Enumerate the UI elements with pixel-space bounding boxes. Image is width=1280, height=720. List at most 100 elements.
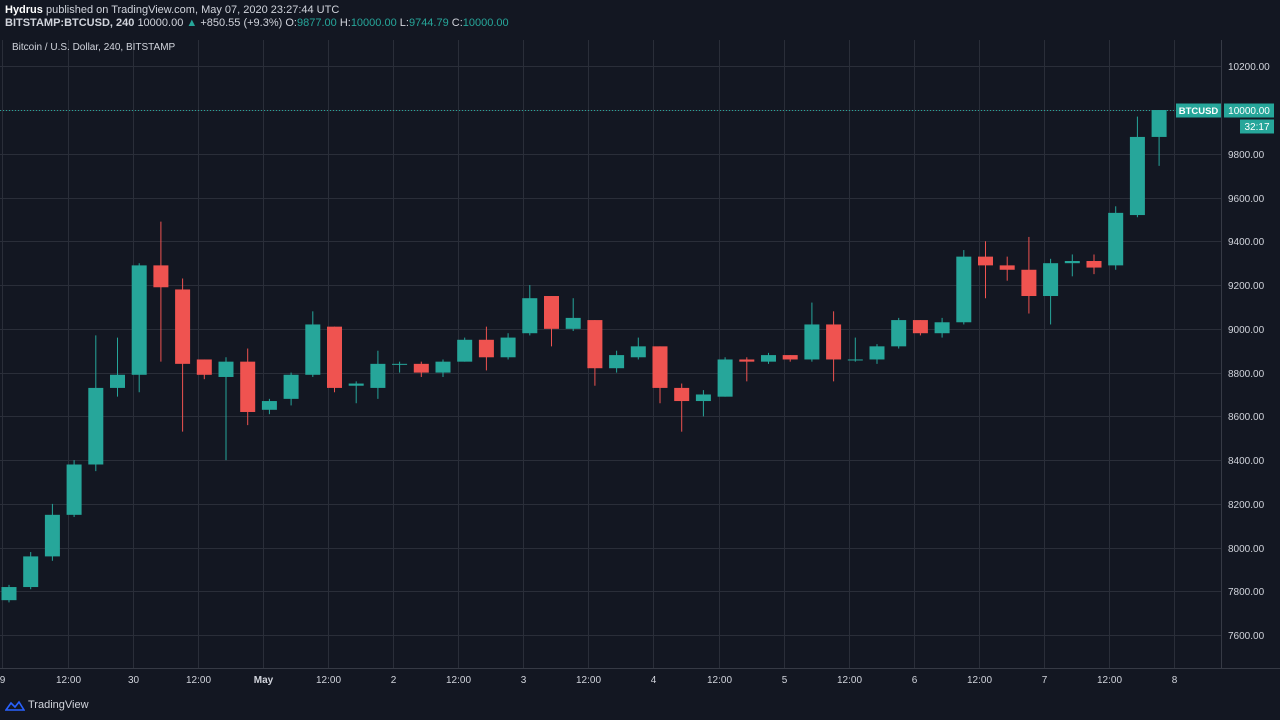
candle-body: [348, 383, 364, 386]
candle-body: [847, 359, 863, 361]
candle-body: [110, 374, 125, 388]
low-label: L:: [399, 17, 409, 29]
publish-info: Hydrus published on TradingView.com, May…: [5, 4, 339, 16]
x-tick-label: 12:00: [56, 675, 81, 686]
y-tick-label: 7800.00: [1228, 587, 1265, 598]
x-tick-label: 12:00: [446, 675, 471, 686]
candle-body: [370, 363, 386, 388]
candle-body: [1, 587, 17, 601]
candle-body: [305, 324, 321, 375]
symbol-tag: BTCUSD: [1179, 106, 1219, 117]
candle-body: [1129, 136, 1145, 216]
candle-body: [934, 322, 950, 334]
candle-body: [869, 346, 885, 360]
candle-body: [1086, 261, 1102, 268]
y-tick-label: 8600.00: [1228, 412, 1265, 423]
x-tick-label: 5: [782, 675, 788, 686]
candles: [1, 110, 1167, 603]
candle-body: [652, 346, 668, 388]
candle-body: [457, 339, 473, 362]
candle-body: [392, 363, 408, 365]
open-label: O:: [285, 17, 297, 29]
footer: TradingView: [0, 692, 1280, 720]
x-tick-label: May: [254, 675, 274, 686]
header-bar: Hydrus published on TradingView.com, May…: [0, 0, 1280, 40]
price-axis: 7600.00 7800.00 8000.00 8200.00 8400.00 8600.…: [1228, 62, 1270, 642]
x-tick-label: 12:00: [1097, 675, 1122, 686]
x-tick-label: 12:00: [576, 675, 601, 686]
candle-body: [283, 374, 299, 399]
candle-body: [413, 363, 429, 373]
candle-body: [500, 337, 516, 358]
x-tick-label: 7: [1042, 675, 1048, 686]
y-tick-label: 9400.00: [1228, 237, 1265, 248]
candle-body: [630, 346, 646, 358]
y-tick-label: 8400.00: [1228, 456, 1265, 467]
publish-text: published on TradingView.com, May 07, 20…: [42, 4, 340, 16]
price-tag-value: 10000.00: [1228, 106, 1270, 117]
y-tick-label: 7600.00: [1228, 631, 1265, 642]
high-label: H:: [339, 17, 351, 29]
candle-body: [912, 320, 928, 334]
candle-body: [804, 324, 820, 360]
symbol-tag-bg: [1176, 103, 1221, 118]
low-value: 9744.79: [408, 17, 449, 29]
candle-body: [609, 355, 625, 369]
close-value: 10000.00: [462, 17, 509, 29]
candle-body: [565, 317, 581, 329]
y-tick-label: 9800.00: [1228, 150, 1265, 161]
price-tag-bg: [1224, 103, 1274, 118]
x-tick-label: 12:00: [316, 675, 341, 686]
x-tick-label: 3: [521, 675, 527, 686]
candle-body: [327, 326, 342, 388]
x-tick-label: 8: [1172, 675, 1178, 686]
candle-body: [956, 256, 972, 323]
y-tick-label: 10200.00: [1228, 62, 1270, 73]
candle-body: [978, 256, 993, 266]
candle-body: [544, 296, 559, 329]
tradingview-brand[interactable]: TradingView: [28, 699, 89, 711]
up-arrow-icon: ▲: [186, 17, 198, 29]
price-change: +850.55 (+9.3%): [200, 17, 283, 29]
candle-body: [218, 361, 234, 377]
grid-lines: [0, 40, 1280, 669]
candle-body: [88, 387, 104, 465]
y-tick-label: 8000.00: [1228, 544, 1265, 555]
x-tick-label: 12:00: [186, 675, 211, 686]
x-tick-label: 12:00: [967, 675, 992, 686]
candle-body: [522, 298, 538, 334]
candle-body: [1151, 110, 1167, 137]
candle-body: [717, 359, 733, 397]
candle-body: [196, 359, 212, 375]
tradingview-logo-icon[interactable]: [5, 700, 25, 712]
open-value: 9877.00: [296, 17, 337, 29]
candle-body: [782, 355, 798, 360]
candle-body: [1064, 261, 1080, 264]
ohlc-legend: BITSTAMP:BTCUSD, 240 10000.00 ▲ +850.55 …: [5, 17, 509, 29]
x-tick-label: 9: [0, 675, 6, 686]
countdown-tag-bg: [1240, 119, 1274, 134]
countdown-tag: 32:17: [1244, 122, 1269, 133]
candle-body: [761, 355, 776, 362]
close-label: C:: [451, 17, 463, 29]
price-tag: BTCUSD 10000.00 32:17: [0, 103, 1274, 134]
author-name[interactable]: Hydrus: [5, 4, 43, 16]
x-tick-label: 12:00: [837, 675, 862, 686]
candle-body: [826, 324, 842, 360]
y-tick-label: 9000.00: [1228, 325, 1265, 336]
candle-body: [66, 464, 82, 515]
candle-body: [695, 394, 711, 402]
candle-body: [23, 556, 39, 588]
x-tick-label: 30: [128, 675, 140, 686]
candle-body: [739, 359, 755, 362]
x-tick-label: 12:00: [707, 675, 732, 686]
candle-body: [587, 320, 603, 369]
candle-body: [240, 361, 256, 412]
time-axis: 9 12:00 30 12:00 May 12:00 2 12:00 3 12:00 4 12:00 5…: [0, 675, 1178, 686]
candlestick-chart[interactable]: 7600.00 7800.00 8000.00 8200.00 8400.00 8600.…: [0, 0, 1280, 692]
candle-body: [261, 401, 277, 410]
y-tick-label: 8200.00: [1228, 500, 1265, 511]
x-tick-label: 4: [651, 675, 657, 686]
candle-body: [153, 265, 169, 288]
candle-body: [131, 265, 147, 375]
